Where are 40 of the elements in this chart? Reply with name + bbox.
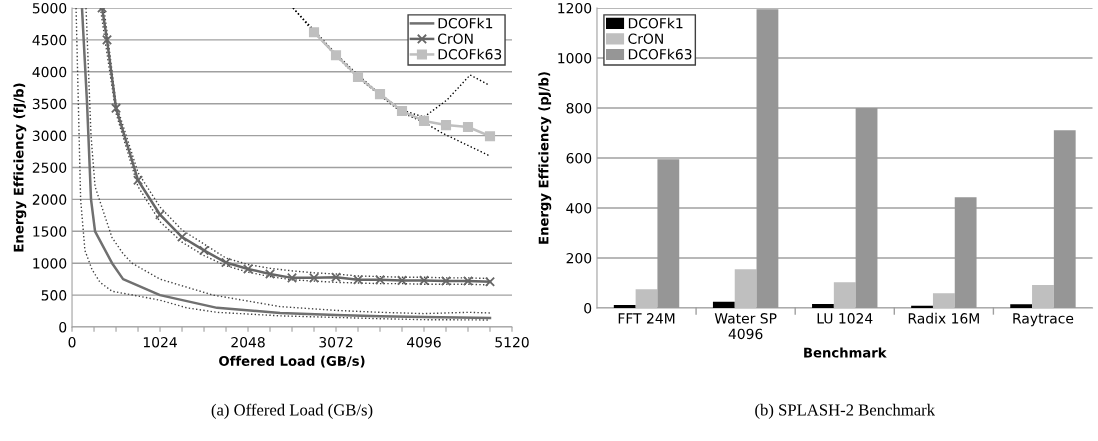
y-tick-label: 1000: [558, 52, 592, 64]
text: (a) Offered Load (GB/s): [211, 403, 373, 419]
y-tick-label: 800: [566, 102, 592, 114]
x-tick-label: Raytrace: [1013, 313, 1074, 327]
y-tick-label: 5000: [32, 2, 67, 14]
x-tick-label: LU 1024: [817, 313, 873, 324]
y-tick-label: 1500: [33, 226, 67, 237]
y-tick-label: 400: [566, 202, 592, 214]
x-tick-label: Water SP 4096: [714, 313, 777, 340]
x-tick-label: 5120: [495, 336, 529, 348]
y-tick-label: 500: [41, 290, 67, 301]
y-tick-label: 3000: [32, 130, 67, 142]
y-tick-label: 1200: [558, 2, 592, 14]
x-axis-title: Benchmark: [804, 347, 887, 358]
text: (b) SPLASH-2 Benchmark: [755, 403, 936, 419]
x-tick-label: 3072: [319, 336, 353, 348]
y-axis-title: Energy Efficiency (fJ/b): [13, 83, 27, 252]
legend-label: DCOFk63: [438, 48, 502, 60]
legend-label: CrON: [438, 33, 473, 44]
legend-label: DCOFk63: [628, 48, 692, 60]
y-axis-title: Energy Efficiency (pJ/b): [538, 72, 552, 244]
legend-label: CrON: [628, 33, 663, 44]
x-tick-label: 0: [68, 336, 76, 348]
legend-label: DCOFk1: [628, 17, 683, 29]
x-axis-title: Offered Load (GB/s): [219, 355, 365, 368]
x-tick-label: 2048: [231, 336, 265, 348]
y-tick-label: 4500: [32, 34, 67, 46]
y-tick-label: 3500: [32, 98, 67, 110]
y-tick-label: 2000: [32, 194, 67, 205]
y-tick-label: 0: [584, 302, 592, 314]
x-tick-label: 4096: [407, 336, 441, 348]
x-tick-label: 1024: [143, 336, 177, 348]
x-tick-label: FFT 24M: [618, 313, 675, 324]
y-tick-label: 1000: [33, 258, 67, 269]
y-tick-label: 2500: [32, 162, 67, 173]
y-tick-label: 600: [566, 152, 592, 164]
y-tick-label: 200: [566, 252, 592, 264]
x-tick-label: Radix 16M: [908, 312, 979, 324]
legend-label: DCOFk1: [438, 17, 493, 29]
y-tick-label: 4000: [32, 66, 67, 78]
